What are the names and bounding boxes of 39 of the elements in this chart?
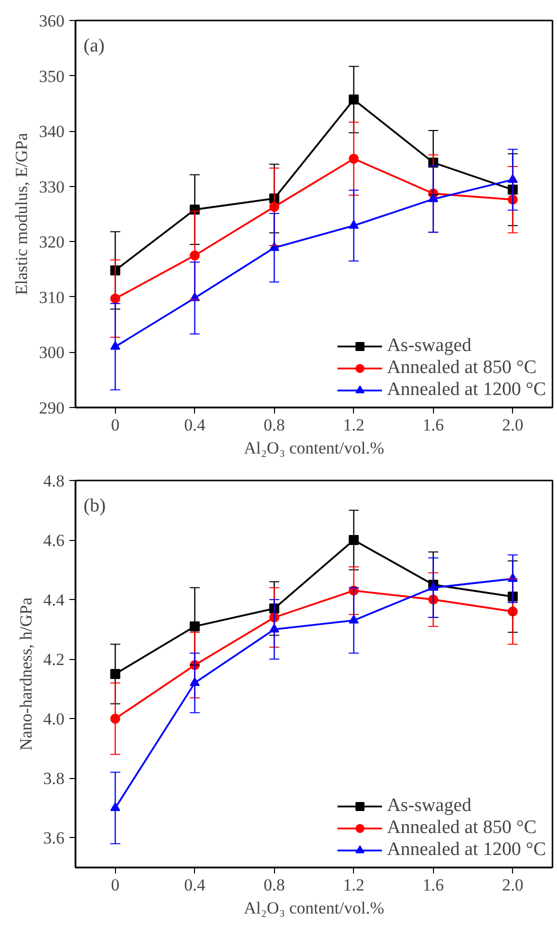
x-tick-label: 1.2 (343, 876, 364, 894)
legend-label: Annealed at 1200 °C (386, 379, 546, 401)
y-tick-label: 310 (39, 288, 64, 307)
x-tick-label: 0.4 (184, 416, 206, 434)
x-tick-label: 2.0 (502, 876, 524, 894)
annotation: (b) (84, 496, 106, 516)
y-tick-label: 300 (39, 343, 64, 362)
legend-label: Annealed at 850 °C (386, 817, 536, 839)
legend-label: Annealed at 850 °C (386, 357, 536, 379)
y-tick-label: 4.0 (43, 710, 64, 729)
legend-label: As-swaged (386, 795, 472, 817)
y-tick-label: 330 (39, 177, 64, 196)
x-tick-label: 0 (111, 416, 120, 434)
x-axis-title: Al₂O₃ content/vol.% (244, 438, 384, 458)
y-tick-label: 4.2 (43, 650, 64, 670)
y-tick-label: 320 (39, 232, 64, 252)
x-axis-title: Al₂O₃ content/vol.% (244, 898, 384, 918)
y-axis-title: Nano-hardness, h/GPa (16, 597, 36, 750)
x-tick-label: 1.2 (343, 416, 364, 434)
y-tick-label: 3.6 (43, 828, 64, 848)
legend-label: Annealed at 1200 °C (386, 839, 546, 861)
y-axis-title: Elastic modulus, E/GPa (12, 132, 31, 295)
x-tick-label: 1.6 (422, 876, 444, 894)
y-tick-label: 4.4 (43, 590, 65, 610)
y-tick-label: 4.6 (43, 531, 64, 550)
y-tick-label: 290 (39, 398, 64, 418)
x-tick-label: 0.8 (264, 416, 285, 434)
y-tick-label: 360 (39, 12, 64, 30)
annotation: (a) (84, 36, 105, 56)
x-tick-label: 0 (111, 876, 120, 894)
y-tick-label: 350 (39, 66, 64, 86)
x-tick-label: 2.0 (502, 416, 524, 434)
y-tick-label: 340 (39, 122, 64, 142)
x-tick-label: 0.4 (184, 876, 206, 894)
y-tick-label: 4.8 (43, 472, 64, 490)
x-tick-label: 0.8 (264, 876, 285, 894)
y-tick-label: 3.8 (43, 769, 64, 788)
legend-label: As-swaged (386, 335, 472, 357)
x-tick-label: 1.6 (422, 416, 444, 434)
